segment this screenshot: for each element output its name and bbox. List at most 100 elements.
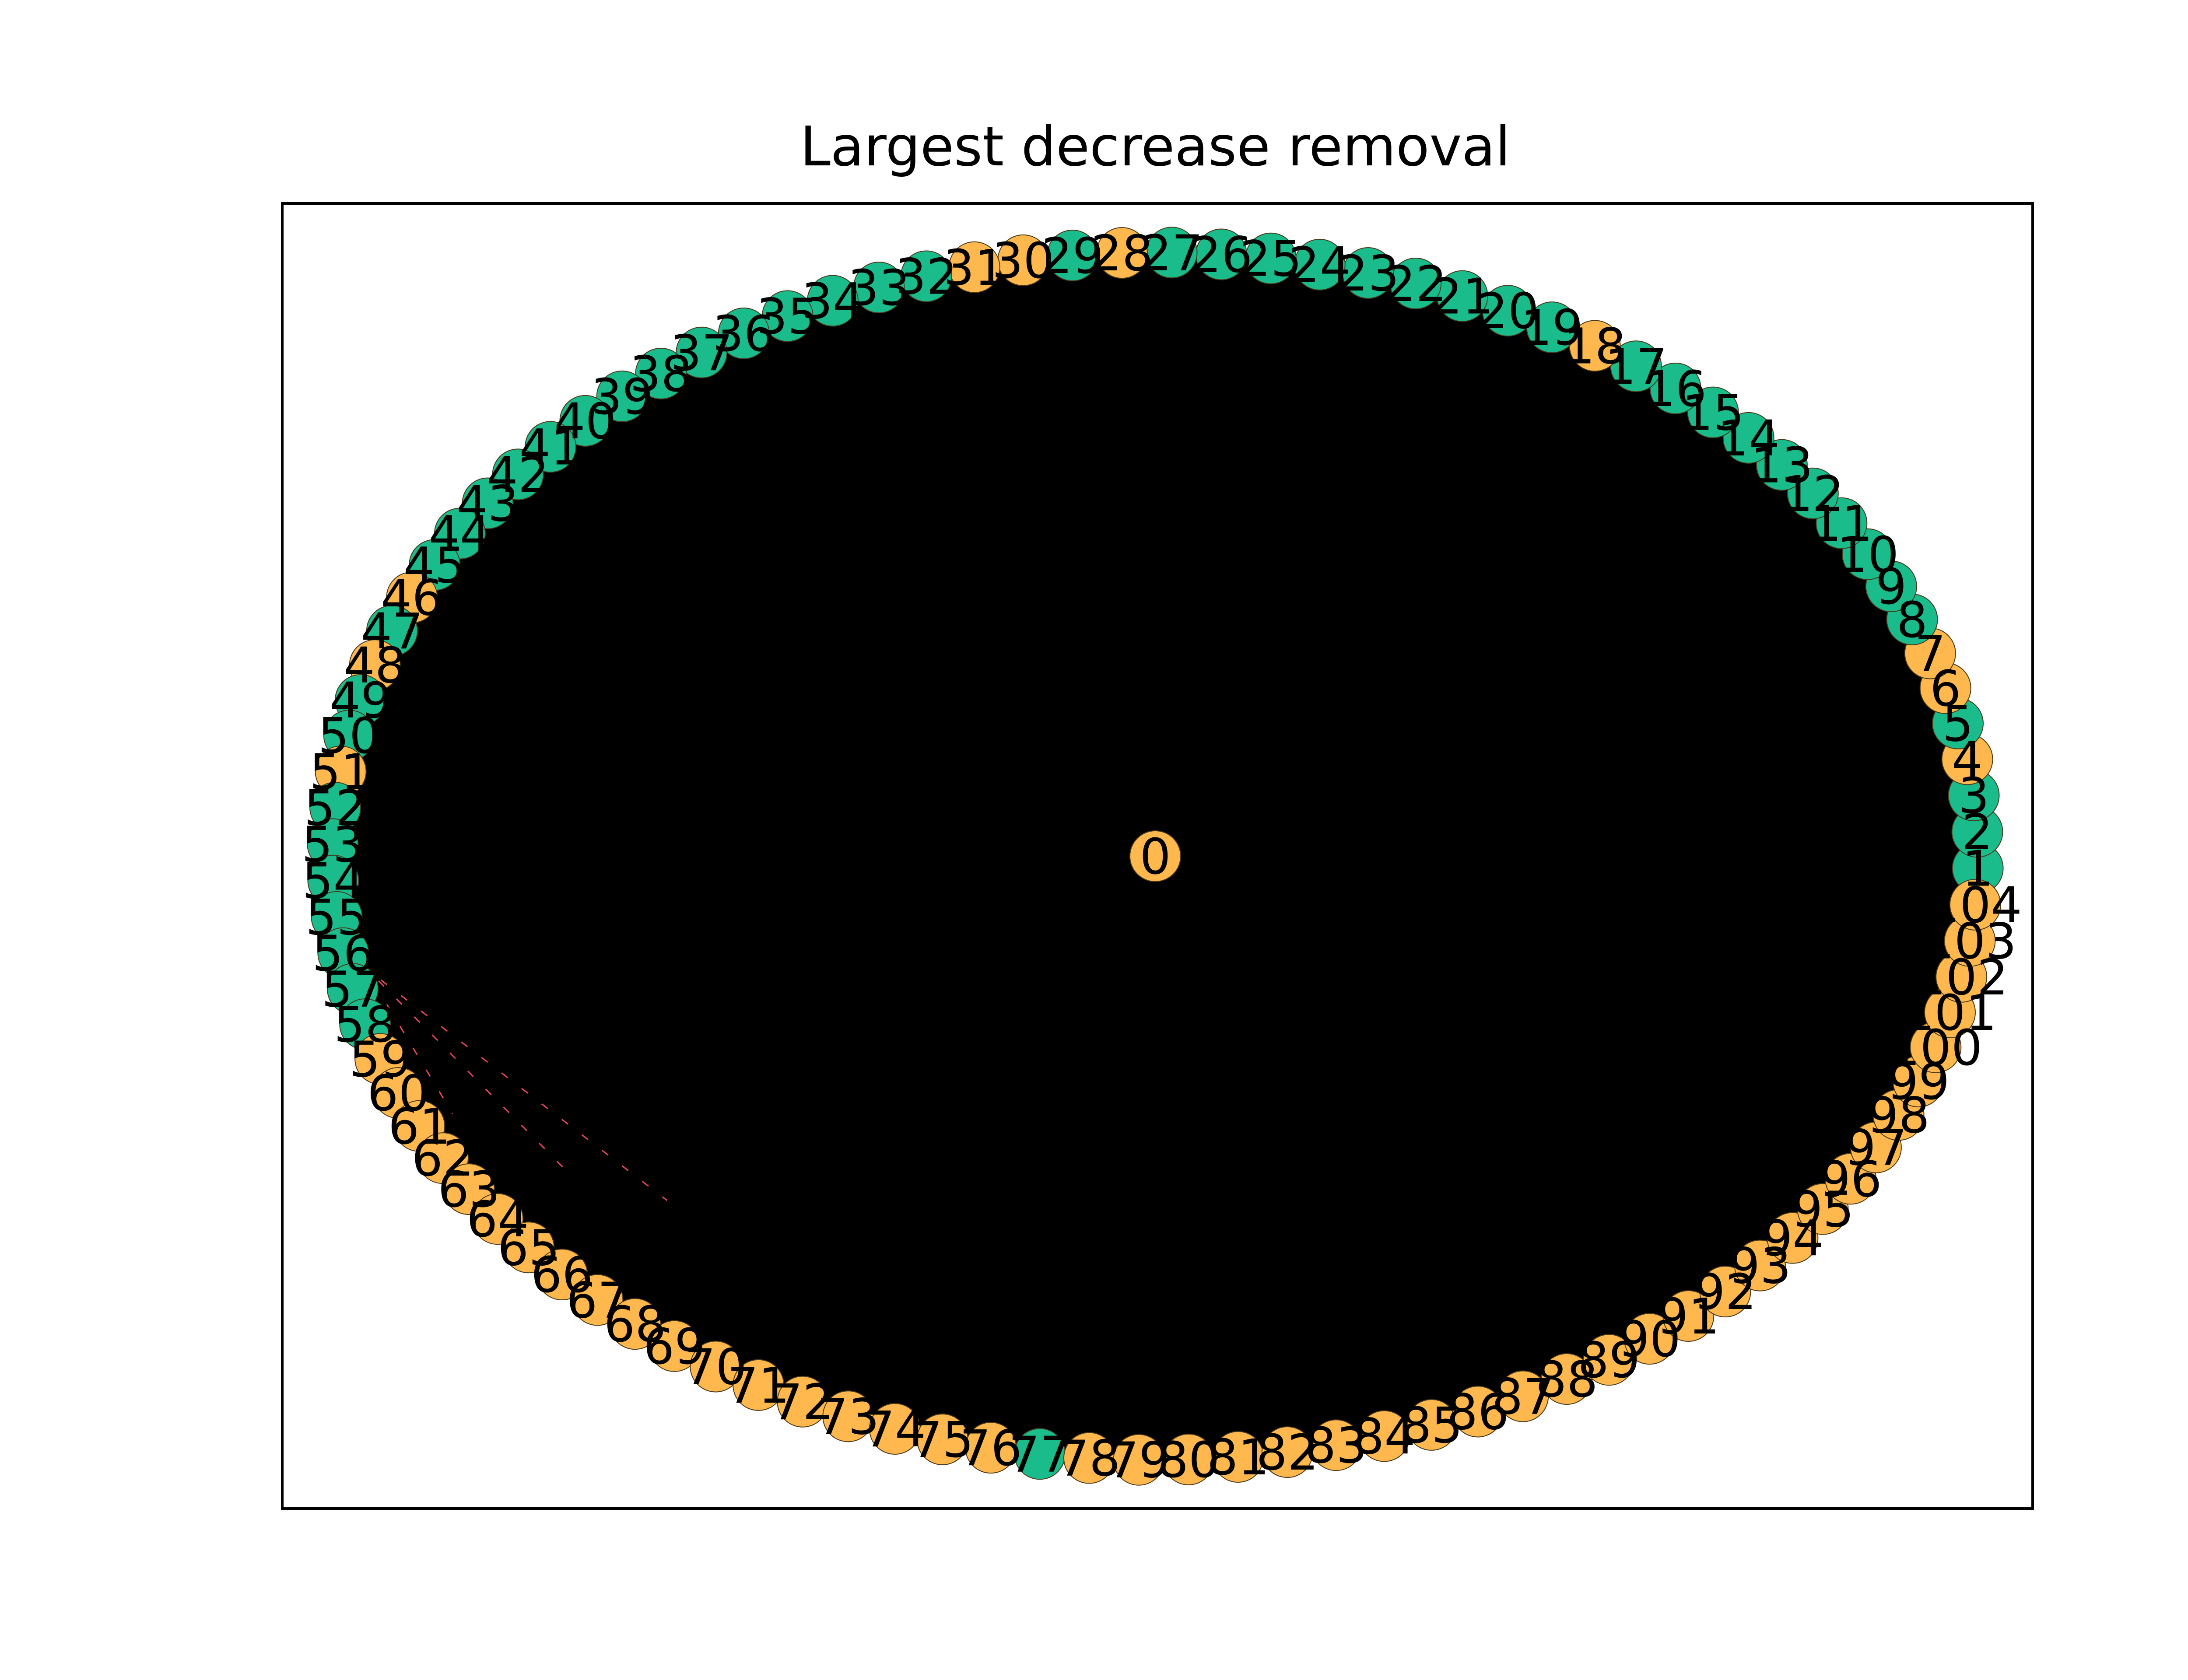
node-label: 62 [412,1130,474,1187]
graph-node [1662,1290,1715,1342]
node-label: 82 [1256,1424,1319,1481]
graph-node [676,326,728,378]
node-label: 36 [713,306,775,363]
node-label: 7 [1914,626,1946,683]
node-label: 103 [1923,914,2017,970]
node-label: 43 [456,476,519,533]
node-label: 54 [302,853,365,910]
node-label: 25 [1240,231,1302,288]
graph-node [596,371,648,422]
node-label: 10 [1837,527,1899,584]
node-label: 9 [1876,559,1907,616]
node-label: 22 [1385,256,1447,313]
node-label: 5 [1942,696,1973,753]
node-label: 27 [1140,225,1203,282]
node-label: 4 [1952,732,1983,788]
node-label: 102 [1914,949,2008,1006]
node-label: 83 [1305,1418,1368,1474]
node-label: 44 [429,506,491,563]
node-label: 81 [1207,1429,1269,1486]
graph-node [609,1298,661,1350]
node-label: 46 [381,570,443,627]
node-label: 100 [1889,1020,1982,1077]
node-label: 55 [305,889,368,946]
graph-node [1649,362,1701,414]
node-label: 26 [1190,227,1253,284]
node-label: 40 [554,393,617,450]
node-label: 47 [361,603,424,660]
node-label: 69 [643,1319,706,1376]
node-label: 21 [1431,269,1494,326]
node-label: 20 [1476,283,1539,340]
node-label: 0 [1140,829,1171,886]
node-label: 85 [1400,1397,1463,1454]
node-label: 73 [817,1389,880,1446]
node-label: 12 [1782,466,1844,523]
node-label: 96 [1820,1151,1882,1208]
node-label: 32 [895,249,957,306]
graph-node [1687,386,1739,438]
node-label: 58 [334,997,396,1054]
node-label: 84 [1353,1409,1416,1466]
plot-area: 0 123456789101112131415161718192021222324… [302,225,2022,1489]
node-label: 41 [519,419,582,476]
node-label: 61 [388,1099,451,1155]
node-label: 29 [1041,228,1104,285]
node-label: 34 [802,273,864,330]
node-label: 39 [591,369,653,426]
node-label: 76 [960,1420,1022,1477]
node-label: 67 [566,1272,629,1329]
node-label: 50 [318,708,381,765]
node-label: 98 [1867,1087,1930,1144]
node-label: 8 [1897,592,1928,649]
node-label: 57 [322,961,384,1018]
node-label: 52 [304,780,367,837]
axes-frame [281,202,2034,1510]
node-label: 94 [1761,1211,1824,1267]
node-label: 80 [1157,1432,1220,1489]
node-label: 37 [670,325,733,382]
node-label: 64 [466,1191,529,1248]
node-labels-layer: 0 123456789101112131415161718192021222324… [302,225,2022,1489]
node-label: 3 [1958,768,1989,825]
node-label: 30 [992,233,1055,290]
node-label: 15 [1682,385,1744,442]
graph-node [1583,1334,1635,1386]
nodes-layer [307,227,2004,1486]
node-label: 90 [1618,1311,1681,1368]
node-label: 78 [1058,1431,1121,1488]
graph-node [1610,340,1662,392]
node-label: 28 [1091,225,1154,282]
node-label: 1 [1962,841,1993,898]
node-label: 72 [771,1374,834,1431]
node-label: 60 [367,1065,430,1122]
node-label: 65 [498,1220,560,1277]
node-label: 97 [1845,1120,1907,1177]
node-label: 19 [1521,300,1584,357]
node-label: 53 [302,816,364,873]
node-label: 71 [727,1358,790,1414]
node-label: 77 [1009,1426,1071,1483]
node-label: 99 [1887,1054,1950,1111]
node-label: 49 [330,672,392,729]
graph-node [635,347,687,399]
node-label: 51 [309,744,372,801]
node-label: 101 [1903,985,1997,1042]
plot-title: Largest decrease removal [800,115,1511,178]
node-label: 13 [1751,438,1813,494]
graph-node [1722,412,1774,464]
node-label: 74 [864,1401,926,1458]
node-label: 33 [848,260,910,317]
node-label: 6 [1930,661,1961,718]
node-label: 87 [1492,1369,1554,1426]
node-label: 2 [1962,804,1993,861]
node-label: 38 [630,346,692,403]
graph-node [536,1249,588,1301]
node-label: 66 [531,1247,593,1304]
node-label: 42 [487,447,549,504]
node-label: 23 [1337,245,1399,302]
node-label: 104 [1929,877,2022,934]
graph-node [1949,878,2001,931]
node-label: 59 [349,1032,412,1088]
